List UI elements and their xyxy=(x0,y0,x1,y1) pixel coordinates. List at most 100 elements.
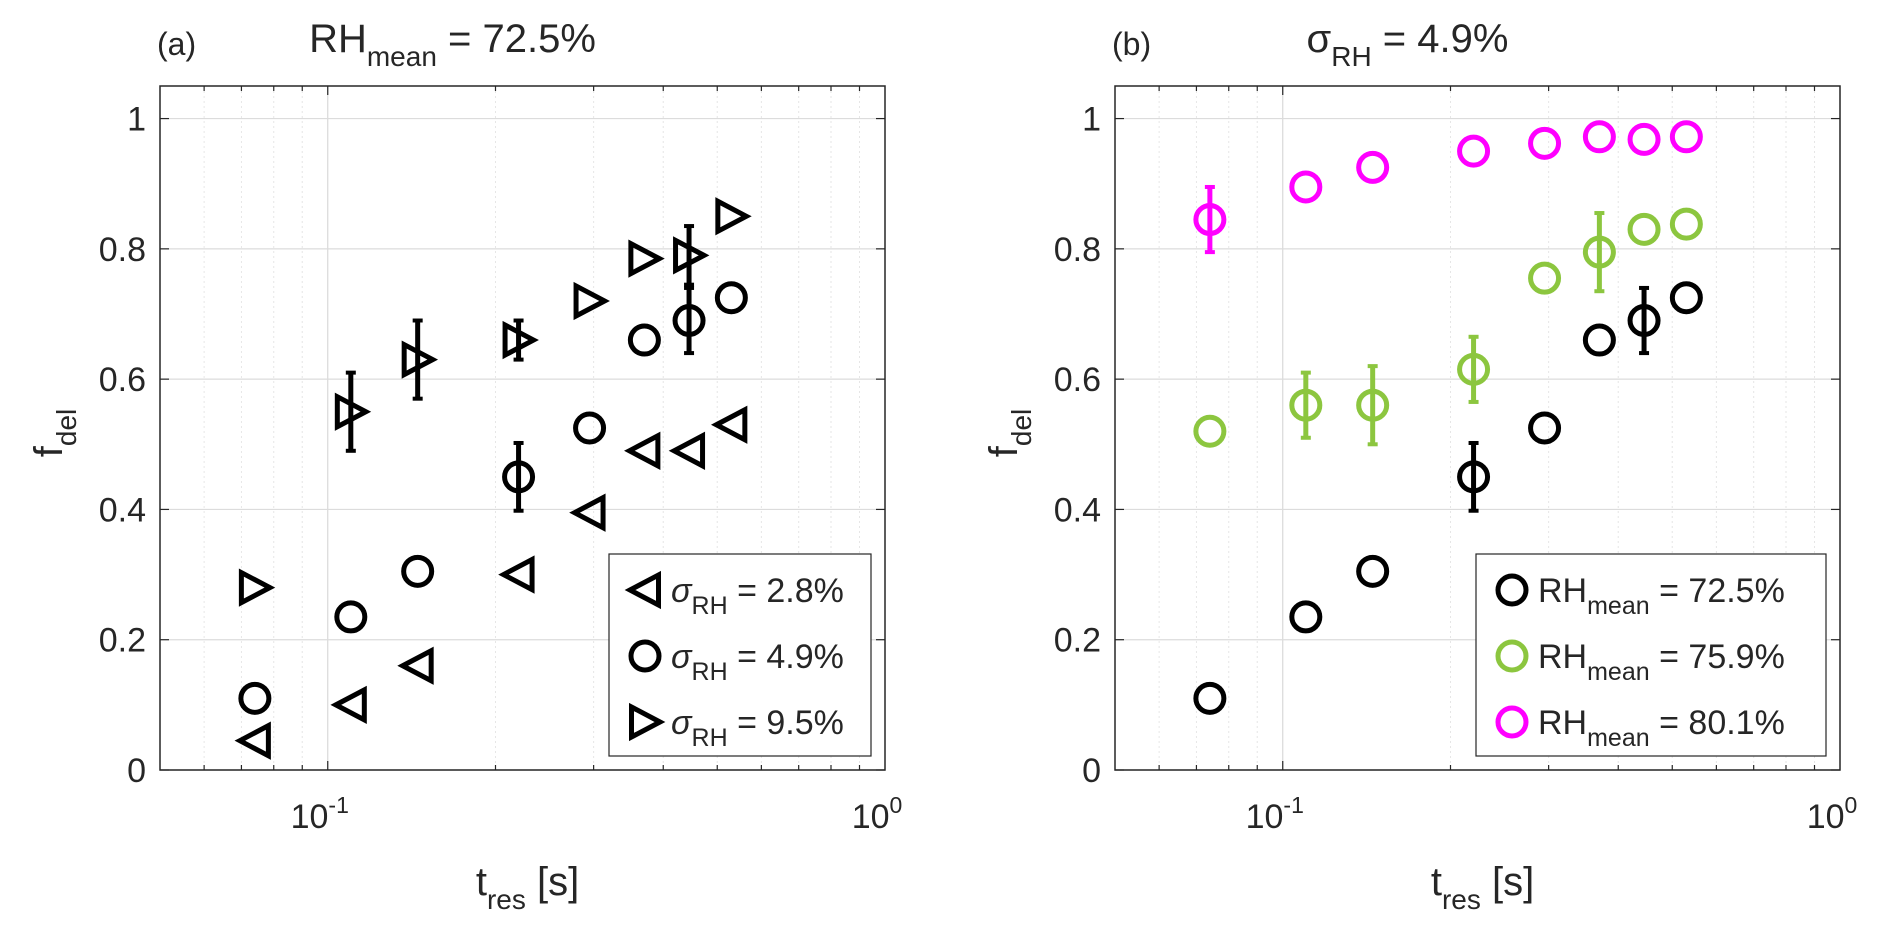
y-tick-label: 0.2 xyxy=(1054,622,1101,660)
chart-title-main: σ xyxy=(1307,17,1332,61)
data-point xyxy=(1193,414,1227,448)
y-tick-label: 0 xyxy=(1082,752,1101,790)
legend-marker xyxy=(628,639,662,673)
legend-label-rest: = 9.5% xyxy=(728,704,844,742)
legend-label: RHmean = 72.5% xyxy=(1538,572,1785,620)
series-1 xyxy=(234,405,748,760)
chart-title: σRH = 4.9% xyxy=(1307,17,1509,72)
data-point xyxy=(498,555,535,594)
data-point xyxy=(668,431,706,470)
x-tick-exponent: 0 xyxy=(890,792,903,818)
y-tick-label: 0 xyxy=(127,752,146,790)
data-point xyxy=(1627,304,1661,338)
data-point xyxy=(627,323,661,357)
data-point xyxy=(397,646,434,685)
x-tick-exponent: -1 xyxy=(328,792,348,818)
data-point xyxy=(1356,150,1390,184)
x-tick-base: 10 xyxy=(291,798,329,836)
data-point xyxy=(1289,600,1323,634)
ticks xyxy=(160,86,885,771)
data-point xyxy=(1457,460,1491,494)
panel-label: (a) xyxy=(157,26,196,62)
legend-marker xyxy=(1495,639,1529,673)
x-tick-base: 10 xyxy=(1807,798,1845,836)
chart-title-sub: RH xyxy=(1331,41,1371,72)
series-3 xyxy=(238,197,752,607)
data-point xyxy=(401,554,435,588)
data-point xyxy=(573,281,610,321)
data-point xyxy=(1356,388,1390,422)
legend-marker xyxy=(624,570,661,610)
legend-label: σRH = 4.9% xyxy=(671,638,844,686)
legend-box xyxy=(1475,553,1827,757)
data-point xyxy=(673,236,710,275)
data-point xyxy=(672,304,706,338)
y-axis-label-sub: del xyxy=(51,409,82,446)
data-point xyxy=(1457,352,1491,386)
series-2 xyxy=(238,281,748,715)
x-tick-exponent: 0 xyxy=(1845,792,1858,818)
legend-label-sub: mean xyxy=(1587,592,1650,620)
data-point xyxy=(502,320,539,360)
data-point xyxy=(714,281,748,315)
chart-title-sub: mean xyxy=(367,41,437,72)
data-point xyxy=(1582,120,1616,154)
x-tick-label: 100 xyxy=(852,792,903,836)
x-tick-label: 10-1 xyxy=(291,792,349,836)
axes-frame xyxy=(159,85,886,771)
series-3 xyxy=(1193,120,1703,255)
data-point xyxy=(1582,323,1616,357)
data-point xyxy=(1627,212,1661,246)
legend-label-rest: = 4.9% xyxy=(728,638,844,676)
legend-label-main: RH xyxy=(1538,572,1587,610)
data-point xyxy=(502,460,536,494)
x-tick-label: 100 xyxy=(1807,792,1858,836)
y-tick-label: 0.2 xyxy=(99,622,146,660)
data-point xyxy=(710,405,748,444)
y-tick-label: 0.8 xyxy=(99,231,146,269)
data-point xyxy=(1528,126,1562,160)
data-point xyxy=(569,493,606,532)
x-tick-exponent: -1 xyxy=(1283,792,1303,818)
y-tick-label: 1 xyxy=(1082,101,1101,139)
legend-marker xyxy=(629,702,666,742)
data-point xyxy=(573,411,607,445)
legend-label-main: RH xyxy=(1538,704,1587,742)
data-point xyxy=(334,600,368,634)
data-point xyxy=(1193,203,1227,237)
x-axis-label-main: t xyxy=(476,860,487,904)
data-point xyxy=(624,431,661,470)
legend: σRH = 2.8%σRH = 4.9%σRH = 9.5% xyxy=(608,553,872,757)
data-point xyxy=(1669,281,1703,315)
data-point xyxy=(234,721,271,760)
chart-title-rest: = 72.5% xyxy=(437,17,596,61)
chart-title-rest: = 4.9% xyxy=(1372,17,1509,61)
y-axis-label: fdel xyxy=(27,409,82,458)
data-point xyxy=(1289,170,1323,204)
x-axis-label: tres [s] xyxy=(476,860,579,915)
data-point xyxy=(1289,388,1323,422)
chart-title-main: RH xyxy=(309,17,367,61)
legend-label-rest: = 2.8% xyxy=(728,572,844,610)
data-point xyxy=(1669,120,1703,154)
data-point xyxy=(1582,235,1616,269)
chart-title: RHmean = 72.5% xyxy=(309,17,596,72)
data-point xyxy=(334,392,372,431)
panel-label: (b) xyxy=(1112,26,1151,62)
legend-label-main: σ xyxy=(671,638,693,676)
x-axis-label: tres [s] xyxy=(1431,860,1534,915)
data-point xyxy=(238,568,276,607)
axes-frame xyxy=(1114,85,1841,771)
legend-label: RHmean = 80.1% xyxy=(1538,704,1785,752)
legend-label-sub: mean xyxy=(1587,658,1650,686)
legend: RHmean = 72.5%RHmean = 75.9%RHmean = 80.… xyxy=(1475,553,1827,757)
ticks xyxy=(1115,86,1840,771)
legend-label-rest: = 80.1% xyxy=(1650,704,1785,742)
data-point xyxy=(1627,122,1661,156)
legend-label-main: RH xyxy=(1538,638,1587,676)
x-axis-label-main: t xyxy=(1431,860,1442,904)
y-tick-label: 0.4 xyxy=(99,491,146,529)
data-point xyxy=(1457,134,1491,168)
